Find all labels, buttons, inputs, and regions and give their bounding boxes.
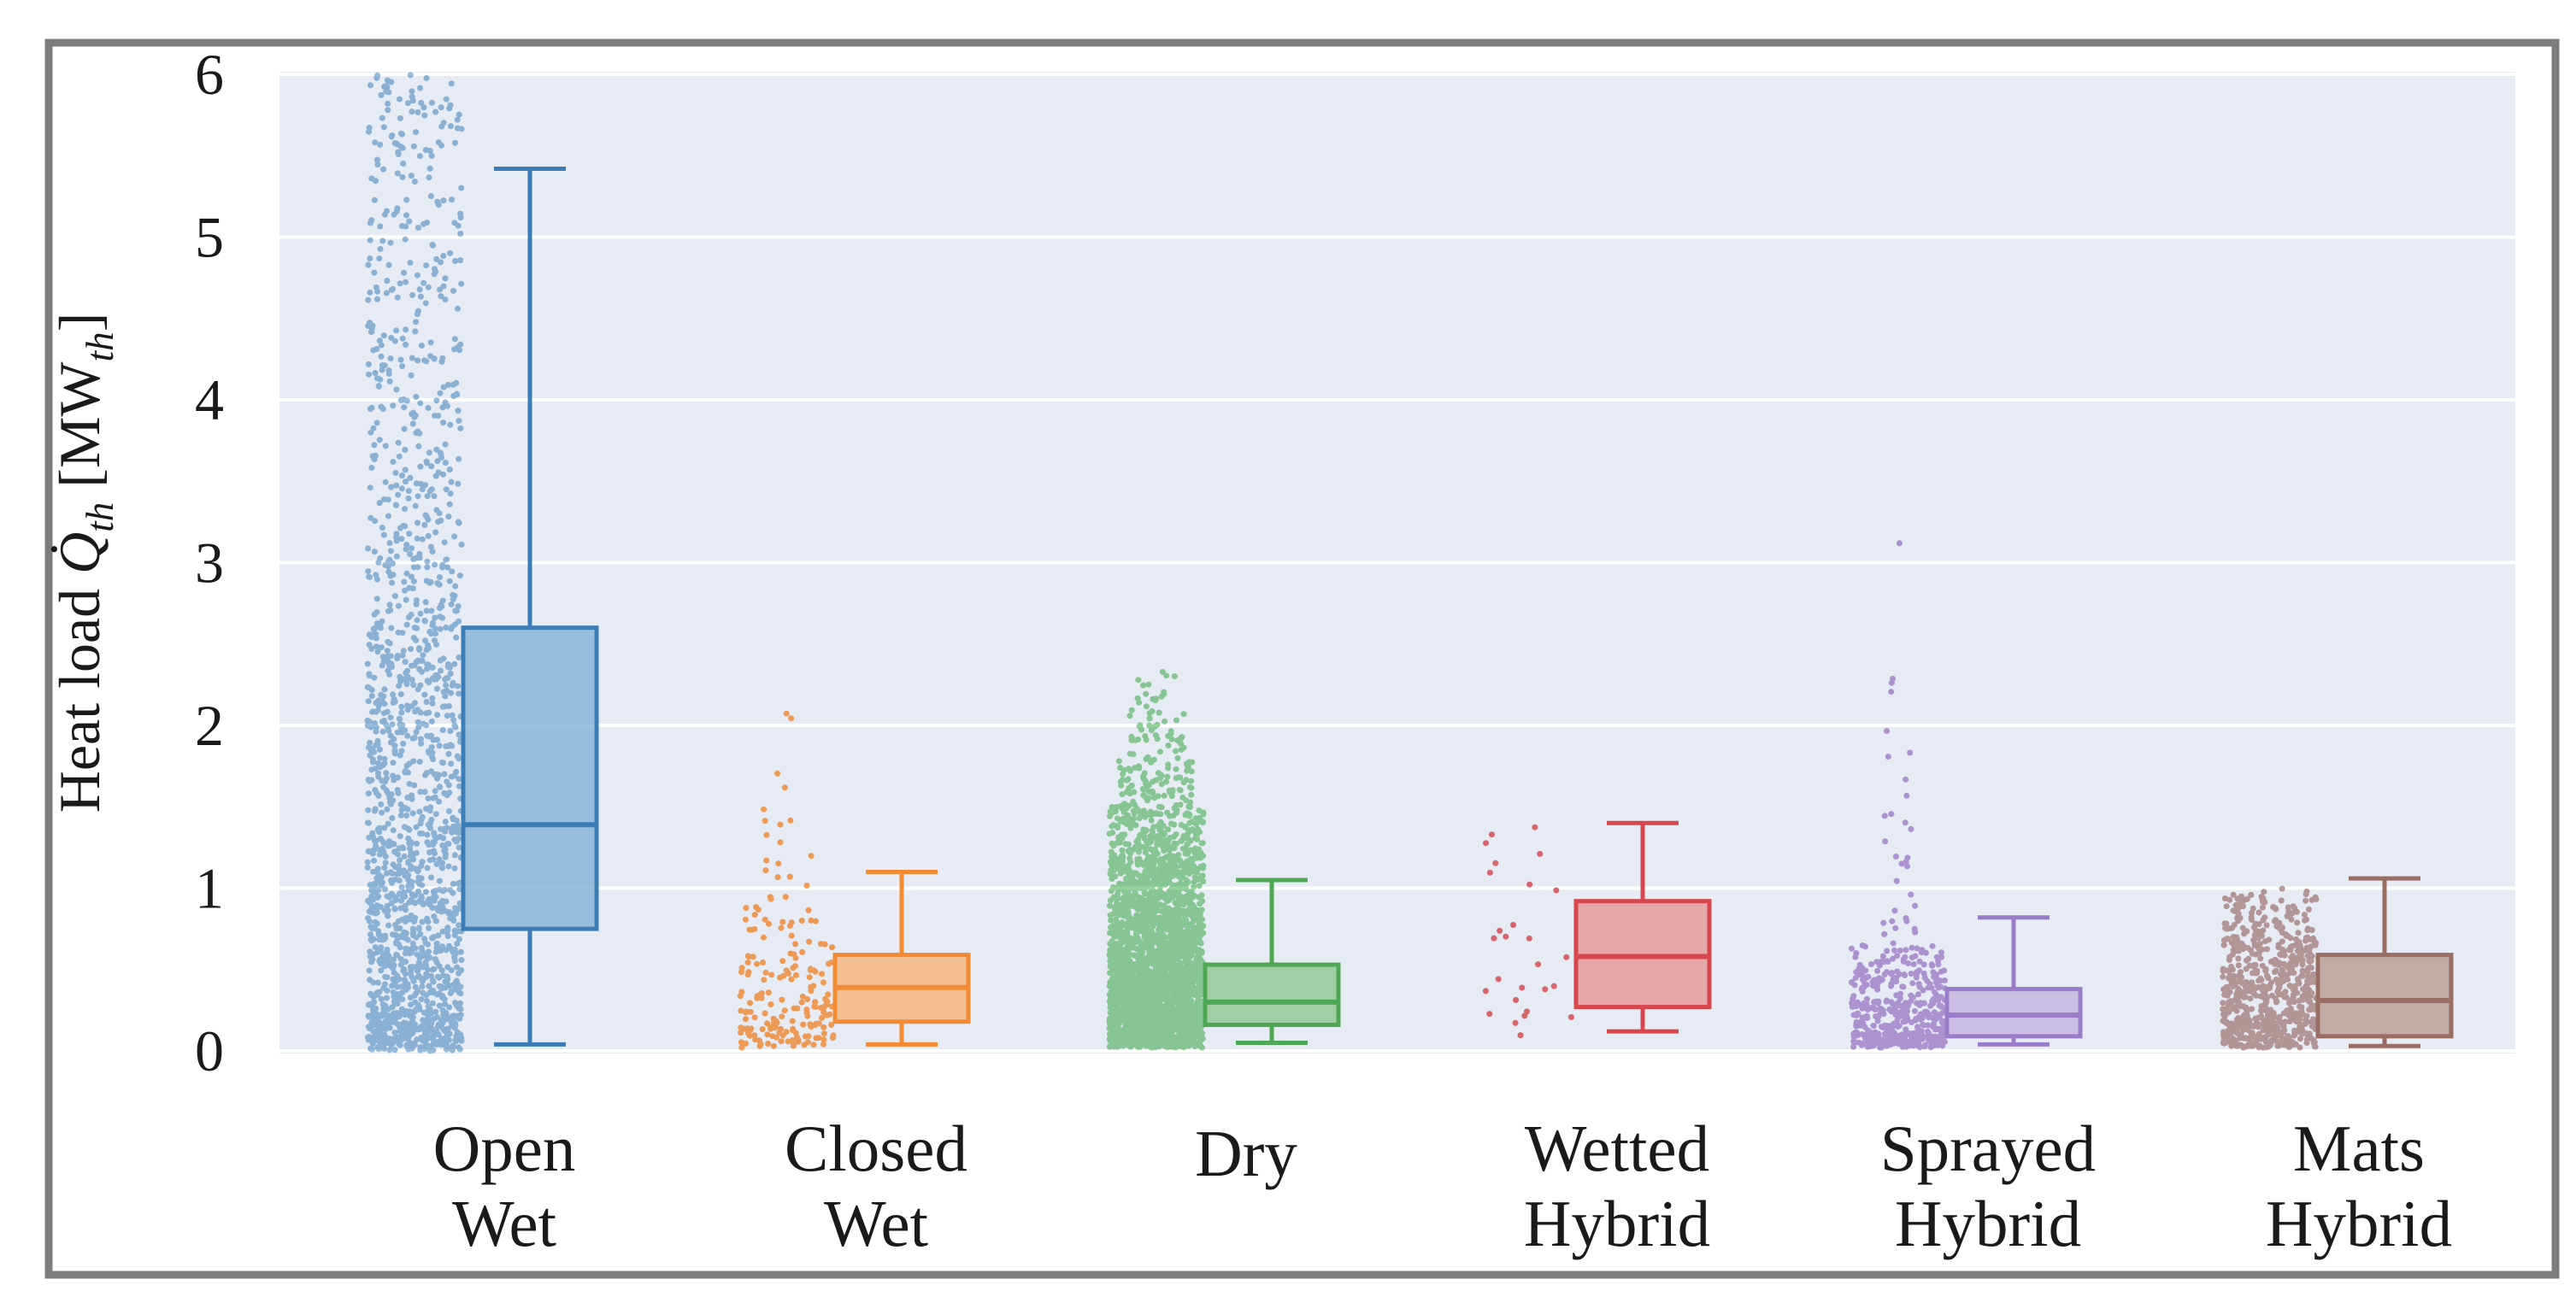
y-tick-label-6: 6 [195,42,224,107]
y-axis-title: Heat load Q̇th [MWth] [47,313,121,813]
strip-scatter-dry [1106,668,1207,1051]
strip-scatter-mats-hybrid [2220,885,2320,1051]
x-tick-label-sprayed-hybrid-line1: Sprayed [1880,1112,2096,1185]
iqr-box-mats-hybrid [2315,953,2454,1039]
box-plot-open-wet [461,166,599,1047]
y-tick-label-1: 1 [195,856,224,921]
x-tick-label-wetted-hybrid-line2: Hybrid [1524,1187,1710,1260]
x-tick-label-sprayed-hybrid-line2: Hybrid [1895,1187,2081,1260]
iqr-box-dry [1203,962,1341,1028]
strip-scatter-open-wet [364,72,465,1054]
x-tick-label-mats-hybrid-line2: Hybrid [2266,1187,2452,1260]
y-tick-label-3: 3 [195,531,224,596]
x-tick-label-wetted-hybrid-line1: Wetted [1525,1112,1709,1185]
iqr-box-open-wet [461,625,599,931]
y-tick-label-4: 4 [195,367,224,432]
box-plot-mats-hybrid [2315,876,2454,1048]
x-tick-label-closed-wet-line2: Wet [824,1187,928,1260]
x-tick-label-mats-hybrid-line1: Mats [2293,1112,2425,1185]
box-plot-closed-wet [832,869,971,1047]
strip-scatter-sprayed-hybrid [1848,540,1949,1051]
box-plot-dry [1203,877,1341,1045]
gridlines [279,73,2515,1053]
x-tick-label-open-wet-line1: Open [433,1112,576,1185]
y-tick-label-0: 0 [195,1018,224,1083]
box-plot-wetted-hybrid [1573,820,1712,1034]
x-tick-label-open-wet-line2: Wet [452,1187,556,1260]
figure-frame [44,38,2560,1279]
strip-scatter-closed-wet [737,710,837,1051]
x-tick-label-closed-wet-line1: Closed [785,1112,967,1185]
y-tick-label-5: 5 [195,205,224,270]
y-tick-label-2: 2 [195,693,224,758]
box-plot-sprayed-hybrid [1944,915,2083,1047]
x-tick-label-dry: Dry [1195,1117,1297,1190]
strip-scatter-wetted-hybrid [1482,824,1574,1039]
